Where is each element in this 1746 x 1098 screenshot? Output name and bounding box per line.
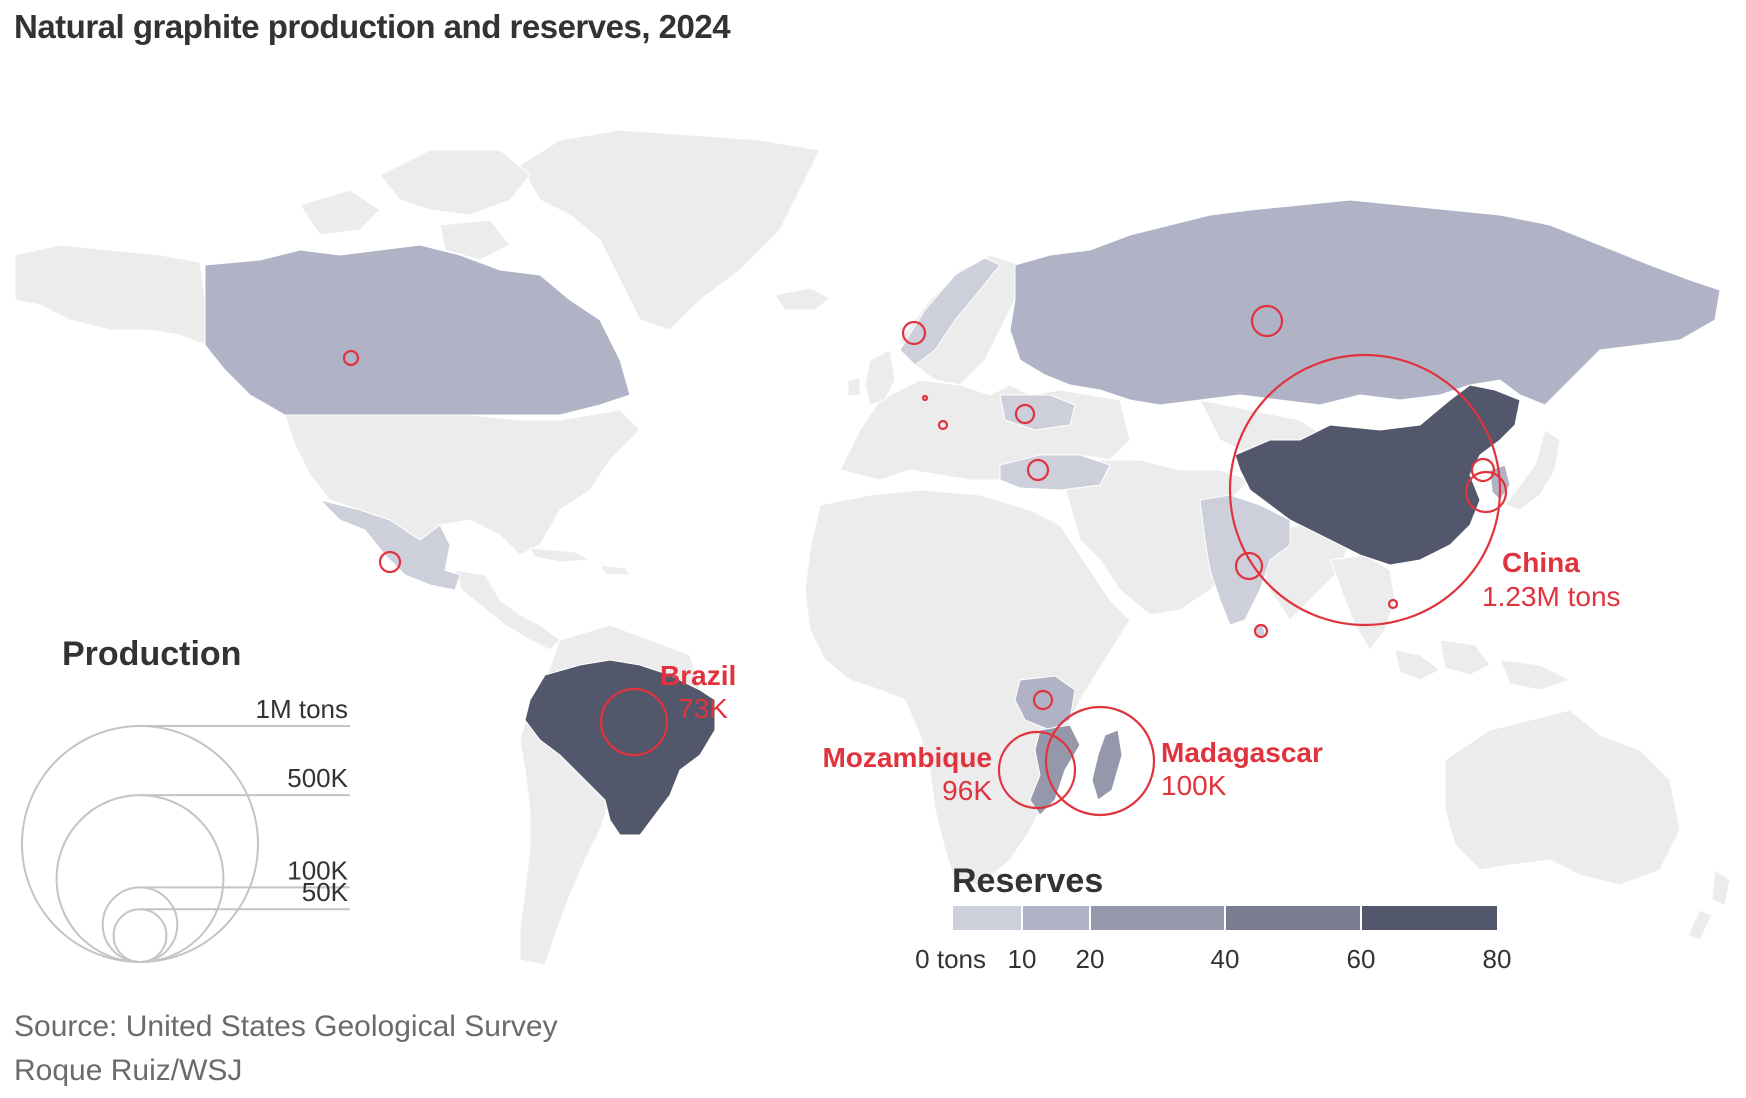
label-mozambique-value: 96K bbox=[942, 775, 992, 806]
production-circle-china bbox=[1228, 353, 1502, 627]
label-madagascar-value: 100K bbox=[1161, 770, 1227, 801]
reserves-legend: Reserves 0 tons 10 20 40 60 80 bbox=[915, 862, 1511, 974]
turkey-shape bbox=[999, 454, 1111, 491]
production-circle-austria bbox=[937, 419, 949, 431]
uk-shape bbox=[847, 349, 896, 406]
production-circle-vietnam bbox=[1387, 598, 1399, 610]
label-brazil-name: Brazil bbox=[660, 660, 736, 691]
production-legend-title: Production bbox=[62, 635, 241, 673]
greenland-shape bbox=[519, 129, 821, 331]
reserves-swatch-40-60 bbox=[1226, 906, 1360, 930]
production-legend-label: 50K bbox=[302, 877, 349, 907]
japan-shape bbox=[1504, 429, 1561, 511]
reserves-legend-title: Reserves bbox=[952, 862, 1103, 900]
canada-shape bbox=[204, 244, 631, 416]
production-legend-circle bbox=[112, 908, 168, 963]
production-circle-russia bbox=[1250, 304, 1284, 338]
india-shape bbox=[1199, 494, 1291, 626]
reserves-tick-20: 20 bbox=[1076, 944, 1105, 974]
production-circle-madagascar bbox=[1044, 705, 1156, 817]
reserves-swatch-20-40 bbox=[1091, 906, 1224, 930]
production-circle-germany bbox=[921, 394, 929, 402]
label-madagascar-name: Madagascar bbox=[1161, 737, 1323, 768]
caribbean-shape bbox=[529, 547, 632, 576]
reserves-tick-0: 0 tons bbox=[915, 944, 986, 974]
reserves-swatch-10-20 bbox=[1023, 906, 1089, 930]
production-circle-tanzania bbox=[1032, 689, 1054, 711]
mexico-shape bbox=[318, 499, 461, 591]
production-legend-circle bbox=[101, 886, 179, 963]
production-circle-brazil bbox=[599, 687, 669, 757]
new-zealand-shape bbox=[1687, 869, 1731, 941]
label-china-value: 1.23M tons bbox=[1482, 581, 1621, 612]
reserves-swatch-60-80 bbox=[1362, 906, 1497, 930]
country-labels: Brazil 73K China 1.23M tons Mozambique 9… bbox=[660, 547, 1621, 806]
production-circle-mexico bbox=[378, 550, 402, 574]
central-america-shape bbox=[454, 569, 561, 651]
production-circle-korea-north bbox=[1470, 457, 1496, 483]
production-circle-norway bbox=[901, 320, 927, 346]
reserves-tick-40: 40 bbox=[1211, 944, 1240, 974]
label-mozambique-name: Mozambique bbox=[822, 742, 992, 773]
chart-title: Natural graphite production and reserves… bbox=[14, 8, 731, 45]
se-asia-shape bbox=[1329, 554, 1572, 691]
reserves-tick-10: 10 bbox=[1008, 944, 1037, 974]
brazil-shape bbox=[524, 659, 716, 836]
production-circle-turkey bbox=[1026, 458, 1050, 482]
production-circle-canada bbox=[342, 349, 360, 367]
credit-text: Roque Ruiz/WSJ bbox=[14, 1054, 243, 1087]
arctic-islands-shape bbox=[299, 149, 531, 261]
africa-shape bbox=[804, 489, 1131, 886]
production-circle-korea-south bbox=[1464, 470, 1508, 514]
footer: Source: United States Geological Survey … bbox=[14, 1005, 558, 1093]
reserve-countries bbox=[204, 199, 1721, 836]
usa-shape bbox=[284, 409, 641, 556]
production-circle-mozambique bbox=[997, 730, 1077, 810]
source-text: Source: United States Geological Survey bbox=[14, 1010, 558, 1043]
production-circle-sri-lanka bbox=[1253, 623, 1269, 639]
madagascar-shape bbox=[1091, 729, 1123, 801]
china-shape bbox=[1234, 384, 1521, 566]
production-circles bbox=[342, 304, 1508, 817]
reserves-swatch-0-10 bbox=[953, 906, 1021, 930]
norway-shape bbox=[899, 257, 1001, 366]
label-brazil-value: 73K bbox=[678, 693, 728, 724]
reserves-tick-80: 80 bbox=[1483, 944, 1512, 974]
production-circle-ukraine bbox=[1014, 403, 1036, 425]
production-legend-circle bbox=[21, 725, 259, 963]
production-legend-label: 500K bbox=[287, 763, 348, 793]
reserves-tick-60: 60 bbox=[1347, 944, 1376, 974]
alaska-shape bbox=[14, 244, 206, 346]
production-legend-label: 1M tons bbox=[256, 694, 349, 724]
iceland-shape bbox=[774, 287, 831, 311]
production-legend-label: 100K bbox=[287, 855, 348, 885]
australia-shape bbox=[1444, 709, 1681, 886]
label-china-name: China bbox=[1502, 547, 1580, 578]
production-legend-circle bbox=[55, 794, 225, 963]
russia-shape bbox=[1009, 199, 1721, 406]
production-circle-india bbox=[1234, 551, 1264, 581]
